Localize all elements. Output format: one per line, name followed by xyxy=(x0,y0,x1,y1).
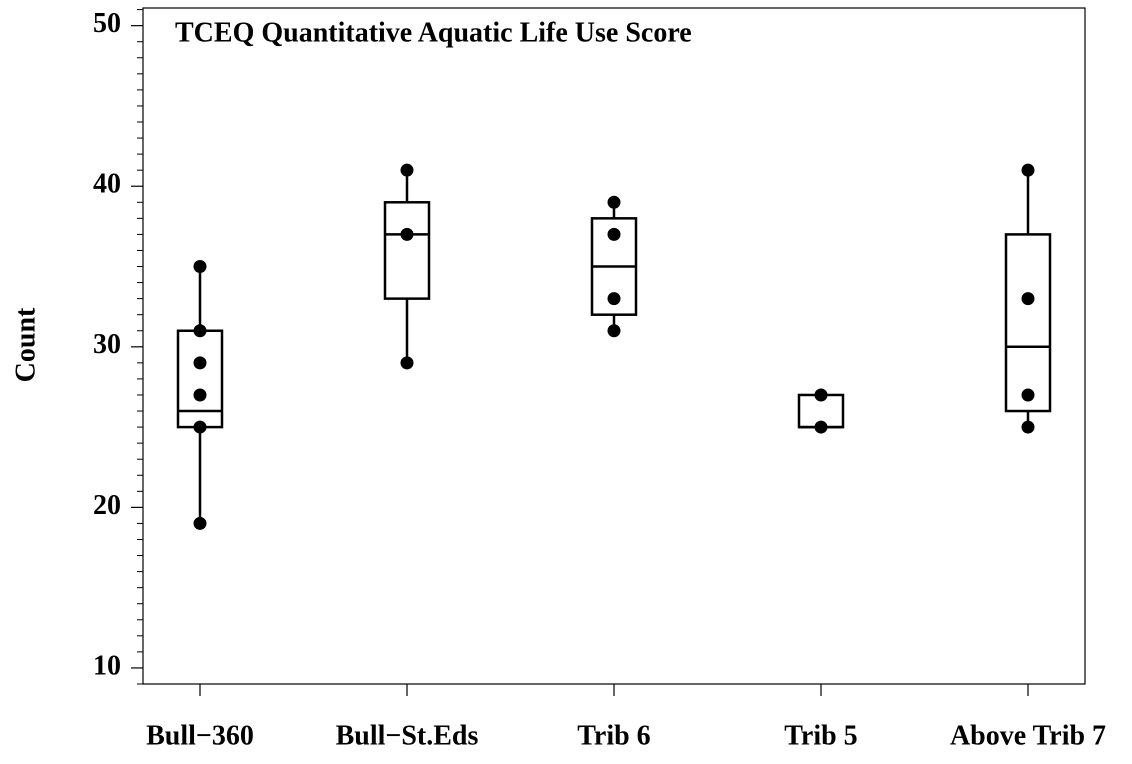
y-axis-label: Count xyxy=(10,307,41,382)
y-tick-label: 20 xyxy=(93,490,121,521)
data-point xyxy=(193,356,207,370)
plot-frame xyxy=(142,7,1086,685)
data-point xyxy=(193,260,207,274)
y-tick-label: 10 xyxy=(93,650,121,681)
box xyxy=(383,201,431,300)
x-tick-label: Bull−360 xyxy=(146,720,254,751)
data-point xyxy=(193,388,207,402)
chart-title: TCEQ Quantitative Aquatic Life Use Score xyxy=(175,17,692,48)
x-tick-label: Trib 6 xyxy=(577,720,650,751)
data-point xyxy=(193,516,207,530)
y-tick-label: 30 xyxy=(93,329,121,360)
data-point xyxy=(814,420,828,434)
data-point xyxy=(400,356,414,370)
data-point xyxy=(1021,420,1035,434)
data-point xyxy=(193,420,207,434)
data-point xyxy=(400,227,414,241)
data-point xyxy=(814,388,828,402)
data-point xyxy=(1021,292,1035,306)
data-point xyxy=(400,163,414,177)
box xyxy=(176,329,224,429)
box xyxy=(1004,233,1052,413)
data-point xyxy=(607,292,621,306)
data-point xyxy=(607,324,621,338)
x-tick-label: Above Trib 7 xyxy=(950,720,1106,751)
data-point xyxy=(1021,163,1035,177)
y-tick-label: 50 xyxy=(93,8,121,39)
x-tick-label: Bull−St.Eds xyxy=(336,720,479,751)
data-point xyxy=(1021,388,1035,402)
data-point xyxy=(607,227,621,241)
data-point xyxy=(193,324,207,338)
data-point xyxy=(607,195,621,209)
y-tick-label: 40 xyxy=(93,169,121,200)
x-tick-label: Trib 5 xyxy=(784,720,857,751)
